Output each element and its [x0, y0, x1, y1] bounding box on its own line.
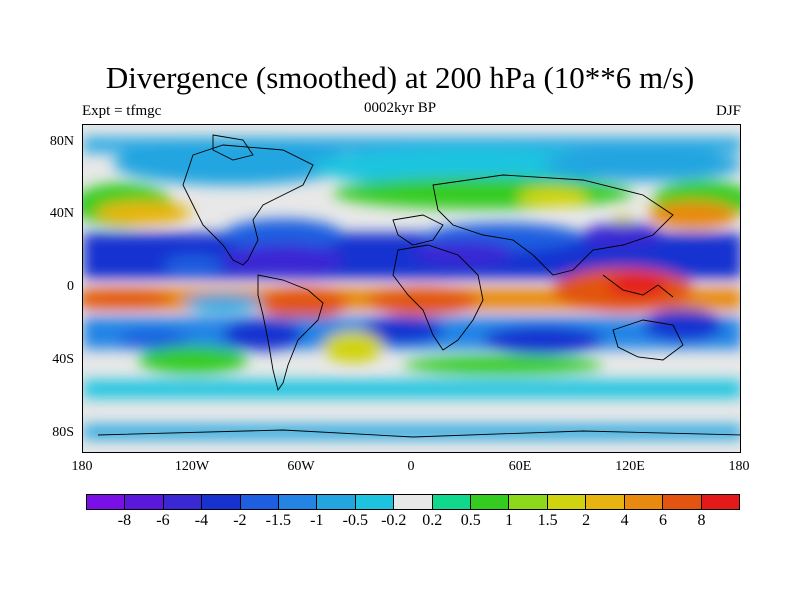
colorbar-swatch	[624, 495, 664, 509]
season-label: DJF	[715, 103, 741, 119]
y-tick-label: 80N	[49, 134, 74, 149]
x-tick-label: 180	[728, 459, 750, 474]
x-tick-label: 120W	[174, 459, 210, 474]
experiment-label: Expt = tfmgc	[82, 103, 162, 119]
map-title: Divergence (smoothed) at 200 hPa (10**6 …	[105, 60, 695, 95]
colorbar-label: 6	[659, 512, 668, 529]
colorbar-swatch	[586, 495, 625, 509]
colorbar-label: 0.5	[460, 512, 481, 529]
colorbar-swatch	[355, 495, 395, 509]
colorbar-swatch	[394, 495, 433, 509]
colorbar-label: -0.2	[381, 512, 407, 529]
colorbar-swatch	[701, 495, 739, 509]
colorbar-label: 1	[505, 512, 514, 529]
colorbar-swatch	[163, 495, 203, 509]
colorbar-swatch	[202, 495, 241, 509]
colorbar-label: -4	[194, 512, 209, 529]
colorbar-swatch	[547, 495, 587, 509]
colorbar-swatch	[471, 495, 510, 509]
y-tick-label: 0	[67, 279, 74, 294]
colorbar-label: 8	[697, 512, 706, 529]
colorbar-label: -2	[233, 512, 247, 529]
x-tick-label: 0	[407, 459, 415, 474]
coastlines	[97, 134, 740, 438]
map-panel	[82, 124, 741, 453]
y-tick-label: 40S	[52, 352, 74, 367]
colorbar-label: 0.2	[422, 512, 443, 529]
colorbar-swatch	[279, 495, 318, 509]
x-tick-label: 60E	[508, 459, 532, 474]
colorbar-swatch	[663, 495, 702, 509]
divergence-field	[83, 137, 740, 439]
colorbar-swatch	[125, 495, 164, 509]
x-tick-label: 180	[71, 459, 93, 474]
y-tick-label: 40N	[49, 206, 74, 221]
colorbar-swatch	[87, 495, 126, 509]
colorbar-label: -8	[117, 512, 132, 529]
colorbar-label: -1	[310, 512, 324, 529]
colorbar-label: -6	[156, 512, 170, 529]
colorbar-swatch	[509, 495, 548, 509]
divergence-map	[83, 125, 740, 452]
colorbar-swatch	[317, 495, 356, 509]
colorbar-label: 1.5	[537, 512, 558, 529]
colorbar-label: 4	[620, 512, 629, 529]
colorbar-label: -0.5	[342, 512, 368, 529]
x-tick-label: 60W	[287, 459, 315, 474]
x-tick-label: 120E	[615, 459, 645, 474]
colorbar-label: 2	[582, 512, 591, 529]
colorbar	[86, 494, 740, 510]
colorbar-swatch	[432, 495, 472, 509]
colorbar-label: -1.5	[265, 512, 291, 529]
time-label: 0002kyr BP	[363, 100, 437, 116]
colorbar-swatch	[240, 495, 280, 509]
y-tick-label: 80S	[52, 425, 74, 440]
